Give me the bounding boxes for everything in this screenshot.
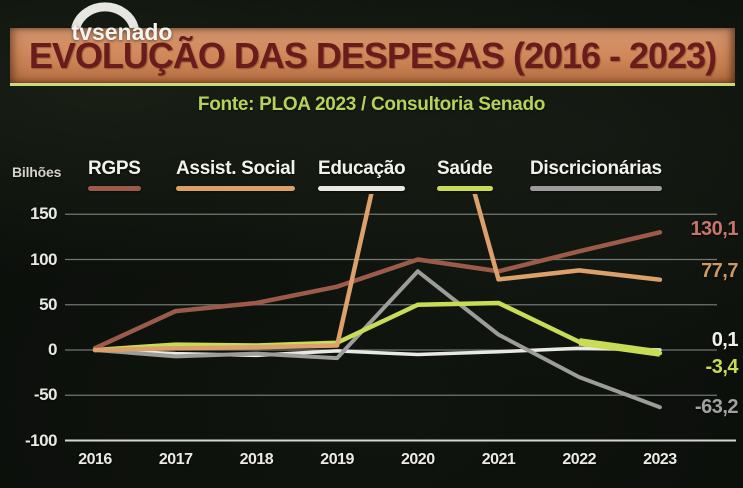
y-axis-tick-label: -100 (24, 430, 58, 450)
legend-item-saude: Saúde (437, 158, 493, 191)
legend-item-educacao: Educação (318, 158, 406, 191)
legend-label: RGPS (88, 158, 141, 179)
x-axis-tick-label: 2023 (643, 451, 677, 468)
series-end-label-discricion-rias: -63,2 (694, 396, 739, 419)
series-line-discricion-rias (93, 269, 662, 410)
title-banner: EVOLUÇÃO DAS DESPESAS (2016 - 2023) (10, 28, 735, 86)
legend-color-swatch (176, 186, 296, 191)
series-line-sa-de (92, 300, 663, 356)
series-end-label-sa-de: -3,4 (705, 356, 739, 379)
legend-color-swatch (318, 186, 406, 191)
logo-arc-icon (71, 2, 139, 28)
x-axis-tick-label: 2017 (158, 451, 193, 468)
tvsenado-logo: tvsenado (52, 2, 192, 48)
y-axis-tick-label: 50 (39, 294, 57, 314)
legend-color-swatch (88, 186, 141, 191)
x-axis-tick-label: 2018 (239, 451, 274, 468)
series-line-saude-highlight (578, 338, 661, 357)
source-caption: Fonte: PLOA 2023 / Consultoria Senado (197, 94, 546, 115)
legend-label: Discricionárias (530, 158, 662, 179)
logo-text: tvsenado (71, 19, 173, 45)
line-chart-plot (65, 194, 736, 442)
x-axis-tick-label: 2022 (562, 451, 596, 468)
page-title: EVOLUÇÃO DAS DESPESAS (2016 - 2023) (28, 34, 717, 76)
y-axis-tick-label: 0 (48, 340, 57, 359)
y-axis-unit-label: Bilhões (12, 164, 62, 180)
y-axis-tick-label: 150 (30, 204, 57, 224)
legend-item-assist-social: Assist. Social (176, 158, 296, 191)
y-axis-tick-label: 100 (30, 249, 57, 269)
legend-label: Assist. Social (176, 158, 296, 179)
x-axis-tick-label: 2020 (401, 451, 435, 468)
legend-color-swatch (530, 186, 662, 191)
x-axis-tick-label: 2021 (481, 451, 516, 468)
series-end-label-educa-o: 0,1 (711, 328, 739, 351)
series-end-label-assist-social: 77,7 (701, 259, 738, 282)
series-end-label-rgps: 130,1 (690, 218, 738, 241)
x-axis-tick-label: 2019 (320, 451, 354, 468)
legend-item-discricionarias: Discricionárias (530, 158, 662, 191)
y-axis-tick-label: -50 (33, 385, 58, 405)
legend-color-swatch (437, 186, 493, 191)
x-axis-tick-label: 2016 (78, 451, 112, 468)
legend-label: Saúde (437, 158, 493, 179)
legend-item-rgps: RGPS (88, 158, 141, 191)
legend-label: Educação (318, 158, 406, 179)
series-line-rgps (92, 230, 663, 351)
series-line-assist-social (92, 194, 663, 353)
